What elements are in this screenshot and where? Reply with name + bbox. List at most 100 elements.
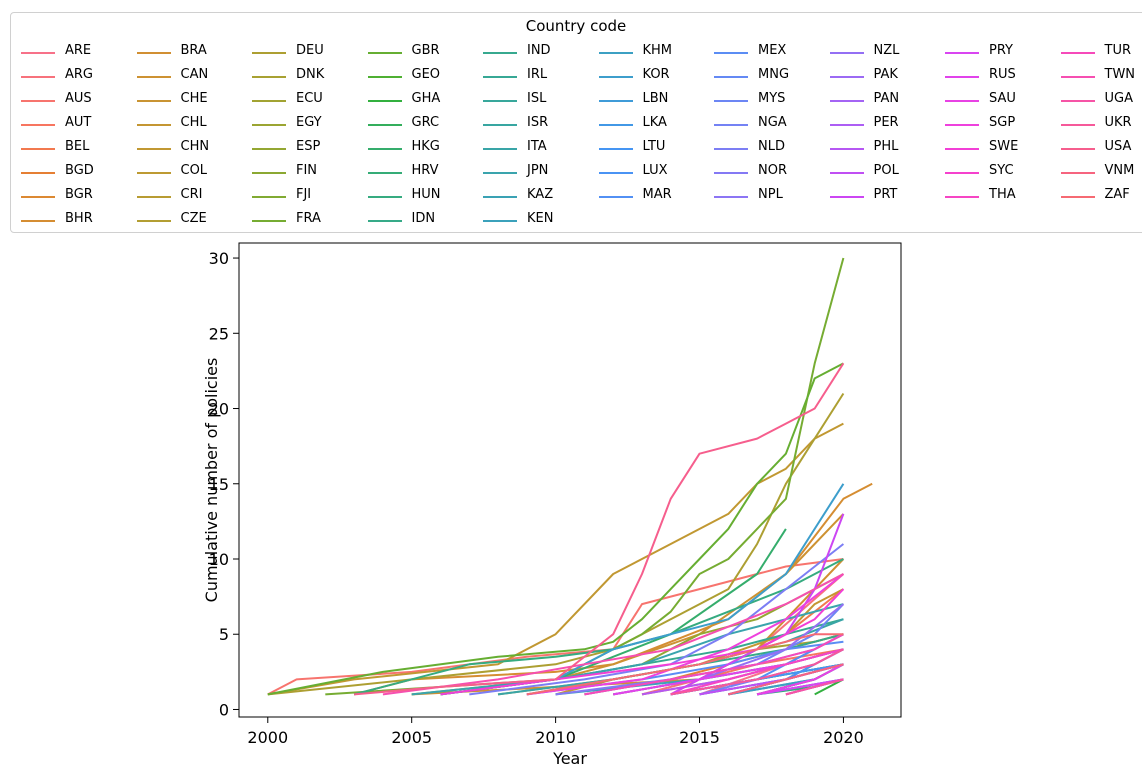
series-line-ukr bbox=[670, 648, 844, 696]
legend-label: POL bbox=[873, 163, 899, 178]
legend-label: DNK bbox=[296, 67, 325, 82]
legend-swatch bbox=[252, 124, 286, 126]
legend-item-grc: GRC bbox=[367, 113, 484, 137]
legend-swatch bbox=[367, 172, 402, 174]
legend-swatch bbox=[21, 220, 55, 222]
series-line-deu bbox=[267, 392, 845, 696]
series-line-uga bbox=[785, 678, 844, 696]
legend-item-are: ARE bbox=[21, 41, 137, 65]
legend-item-mys: MYS bbox=[714, 89, 830, 113]
legend-swatch bbox=[252, 196, 286, 198]
legend-label: ESP bbox=[296, 139, 321, 154]
legend-label: NZL bbox=[873, 43, 900, 58]
y-tick-label: 30 bbox=[209, 249, 229, 268]
series-line-gbr bbox=[267, 362, 844, 696]
legend-swatch bbox=[829, 148, 864, 150]
legend-swatch bbox=[714, 100, 748, 102]
legend-label: IND bbox=[527, 43, 551, 58]
legend-label: CHE bbox=[180, 91, 208, 106]
legend-column: ARE ARG AUS AUT BEL BGD BGR BHR bbox=[21, 41, 137, 233]
legend-item-mng: MNG bbox=[714, 65, 830, 89]
legend-item-aus: AUS bbox=[21, 89, 137, 113]
legend-item-lux: LUX bbox=[598, 161, 715, 185]
legend-item-ukr: UKR bbox=[1060, 113, 1142, 137]
legend-label: ECU bbox=[296, 91, 323, 106]
series-line-tur bbox=[584, 633, 844, 696]
legend-swatch bbox=[945, 196, 979, 198]
legend-item-nzl: NZL bbox=[829, 41, 946, 65]
legend-label: SWE bbox=[989, 139, 1019, 154]
legend-swatch bbox=[1060, 76, 1095, 78]
x-axis: 2000 2005 2010 2015 2020 bbox=[247, 717, 864, 747]
legend-item-pak: PAK bbox=[829, 65, 946, 89]
legend-item-kor: KOR bbox=[598, 65, 715, 89]
legend-item-col: COL bbox=[136, 161, 253, 185]
legend-swatch bbox=[367, 52, 402, 54]
series-line-sau bbox=[756, 663, 844, 696]
legend-label: BEL bbox=[65, 139, 90, 154]
series-line-bhr bbox=[353, 482, 873, 696]
legend-swatch bbox=[136, 100, 171, 102]
legend-swatch bbox=[136, 172, 171, 174]
y-tick-label: 20 bbox=[209, 400, 229, 419]
legend-swatch bbox=[1060, 148, 1095, 150]
series-line-pry bbox=[756, 678, 844, 696]
legend-title: Country code bbox=[525, 17, 627, 35]
legend-item-rus: RUS bbox=[945, 65, 1061, 89]
legend-item-prt: PRT bbox=[829, 185, 946, 209]
legend-swatch bbox=[21, 196, 55, 198]
legend-item-cze: CZE bbox=[136, 209, 253, 233]
legend-swatch bbox=[945, 52, 979, 54]
legend-label: KHM bbox=[642, 43, 673, 58]
legend-swatch bbox=[714, 76, 748, 78]
legend-item-pol: POL bbox=[829, 161, 946, 185]
legend-label: USA bbox=[1104, 139, 1132, 154]
legend-swatch bbox=[598, 172, 633, 174]
series-line-sgp bbox=[526, 573, 845, 696]
y-axis: 0 5 10 15 20 25 30 bbox=[209, 249, 239, 719]
series-line-vnm bbox=[728, 663, 844, 696]
legend-column: DEU DNK ECU EGY ESP FIN FJI FRA bbox=[252, 41, 368, 233]
legend-item-ecu: ECU bbox=[252, 89, 368, 113]
legend-swatch bbox=[252, 52, 286, 54]
legend-item-can: CAN bbox=[136, 65, 253, 89]
legend-swatch bbox=[829, 172, 864, 174]
legend-label: CRI bbox=[180, 187, 203, 202]
legend-column: TUR TWN UGA UKR USA VNM ZAF bbox=[1060, 41, 1142, 209]
legend-swatch bbox=[367, 148, 402, 150]
legend-swatch bbox=[483, 76, 517, 78]
legend-label: BHR bbox=[65, 211, 93, 226]
plot-frame bbox=[238, 242, 902, 718]
legend-swatch bbox=[483, 196, 517, 198]
legend-item-deu: DEU bbox=[252, 41, 368, 65]
legend-column: KHM KOR LBN LKA LTU LUX MAR bbox=[598, 41, 715, 209]
legend-label: MNG bbox=[758, 67, 790, 82]
legend-swatch bbox=[945, 100, 979, 102]
legend-swatch bbox=[252, 148, 286, 150]
legend-item-irl: IRL bbox=[483, 65, 599, 89]
legend-label: CZE bbox=[180, 211, 207, 226]
legend-label: SGP bbox=[989, 115, 1016, 130]
legend-label: FRA bbox=[296, 211, 321, 226]
legend-item-tur: TUR bbox=[1060, 41, 1142, 65]
legend-swatch bbox=[367, 100, 402, 102]
legend-swatch bbox=[598, 148, 633, 150]
x-tick-label: 2000 bbox=[247, 728, 288, 747]
legend-swatch bbox=[483, 100, 517, 102]
legend-swatch bbox=[252, 220, 286, 222]
legend-label: NGA bbox=[758, 115, 787, 130]
legend-swatch bbox=[21, 52, 55, 54]
legend-label: SYC bbox=[989, 163, 1014, 178]
legend-label: GRC bbox=[411, 115, 440, 130]
legend-swatch bbox=[252, 100, 286, 102]
series-line-swe bbox=[440, 588, 845, 696]
legend-item-fin: FIN bbox=[252, 161, 368, 185]
x-axis-label: Year bbox=[552, 749, 587, 767]
legend-swatch bbox=[21, 100, 55, 102]
legend-label: PHL bbox=[873, 139, 899, 154]
y-tick-label: 5 bbox=[219, 625, 229, 644]
legend-label: HKG bbox=[411, 139, 440, 154]
legend-swatch bbox=[483, 124, 517, 126]
